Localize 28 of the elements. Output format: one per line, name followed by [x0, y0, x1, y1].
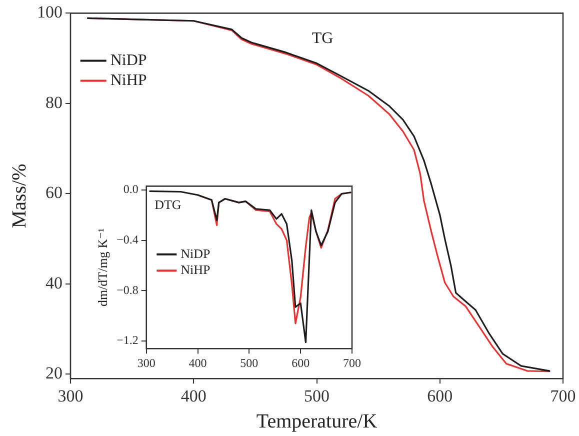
x-tick-label: 600 — [292, 356, 310, 370]
x-tick-label: 300 — [58, 386, 84, 406]
x-axis-title: Temperature/K — [256, 410, 378, 432]
y-axis-title: Mass/% — [8, 164, 30, 228]
y-tick-label: −1.2 — [116, 333, 138, 348]
x-tick-label: 700 — [343, 356, 361, 370]
x-tick-label: 600 — [427, 386, 453, 406]
y-tick-label: −0.8 — [116, 282, 138, 297]
legend-label: NiDP — [180, 246, 210, 261]
y-tick-label: 40 — [46, 273, 62, 292]
annotation: TG — [312, 30, 334, 47]
x-tick-label: 300 — [137, 356, 156, 370]
annotation: DTG — [154, 197, 182, 212]
y-tick-label: −0.4 — [116, 232, 138, 246]
y-tick-label: 0.0 — [123, 182, 138, 196]
x-tick-label: 700 — [550, 386, 576, 406]
legend-label: NiHP — [180, 262, 210, 278]
x-tick-label: 400 — [180, 386, 206, 406]
y-tick-label: 80 — [46, 92, 62, 112]
y-tick-label: 20 — [46, 364, 62, 383]
x-tick-label: 500 — [304, 386, 330, 406]
x-tick-label: 400 — [188, 356, 207, 370]
legend-label: NiDP — [110, 52, 147, 69]
x-tick-label: 500 — [240, 356, 258, 370]
y-tick-label: 100 — [37, 2, 62, 22]
legend-label: NiHP — [110, 72, 147, 89]
y-axis-title: dm/dT/mg K⁻¹ — [95, 228, 110, 307]
y-tick-label: 60 — [46, 183, 62, 202]
